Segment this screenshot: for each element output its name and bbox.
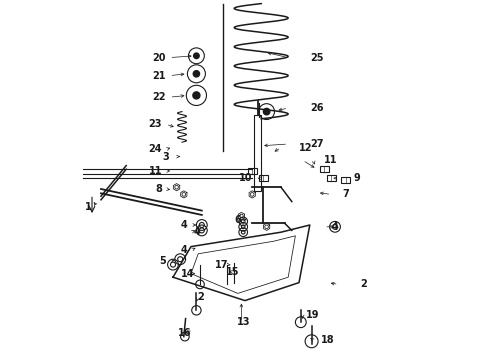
Text: 4: 4: [193, 227, 200, 237]
Text: 19: 19: [306, 310, 319, 320]
Text: 11: 11: [324, 155, 338, 165]
Circle shape: [263, 108, 270, 115]
Text: 2: 2: [197, 292, 204, 302]
Text: 27: 27: [310, 139, 323, 149]
Text: 7: 7: [342, 189, 349, 199]
Text: 16: 16: [177, 328, 191, 338]
Text: 18: 18: [320, 335, 334, 345]
Bar: [248, 168, 257, 174]
Text: 26: 26: [310, 103, 323, 113]
Text: 1: 1: [85, 202, 92, 212]
Text: 24: 24: [148, 144, 162, 154]
Text: 21: 21: [152, 71, 166, 81]
Text: 22: 22: [152, 92, 166, 102]
Text: 6: 6: [235, 215, 242, 225]
Text: 4: 4: [181, 245, 187, 255]
Text: 15: 15: [226, 267, 240, 277]
Text: 13: 13: [237, 317, 250, 327]
Circle shape: [193, 92, 200, 99]
Bar: [259, 175, 268, 181]
Text: 9: 9: [353, 173, 360, 183]
Text: 14: 14: [181, 269, 195, 279]
Text: 5: 5: [159, 256, 166, 266]
Text: 12: 12: [299, 143, 313, 153]
Bar: [327, 175, 336, 181]
Text: 25: 25: [310, 53, 323, 63]
Text: 10: 10: [239, 173, 252, 183]
Text: 17: 17: [215, 260, 229, 270]
Text: 20: 20: [152, 53, 166, 63]
Text: 8: 8: [155, 184, 162, 194]
Text: 4: 4: [331, 222, 338, 232]
Circle shape: [193, 71, 199, 77]
Text: 23: 23: [148, 119, 162, 129]
Text: 4: 4: [181, 220, 187, 230]
Bar: [254, 115, 261, 191]
Bar: [319, 166, 329, 172]
Text: 11: 11: [148, 166, 162, 176]
Bar: [342, 177, 350, 183]
Circle shape: [194, 53, 199, 59]
Text: 2: 2: [360, 279, 367, 289]
Text: 3: 3: [163, 152, 170, 162]
